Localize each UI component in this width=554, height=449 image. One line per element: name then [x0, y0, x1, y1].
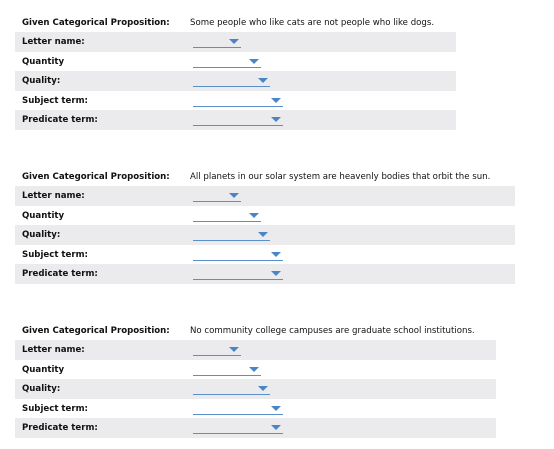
predicate-term-label: Predicate term:	[22, 423, 98, 433]
letter-name-dropdown[interactable]	[193, 188, 241, 202]
quantity-dropdown[interactable]	[193, 54, 261, 68]
chevron-down-icon	[249, 58, 259, 64]
predicate-term-label: Predicate term:	[22, 269, 98, 279]
quality-label: Quality:	[22, 76, 61, 86]
chevron-down-icon	[258, 386, 268, 391]
chevron-down-icon	[258, 232, 268, 237]
chevron-down-icon	[271, 271, 281, 276]
letter-name-label: Letter name:	[22, 345, 85, 355]
quality-dropdown[interactable]	[193, 381, 270, 395]
letter-name-row: Letter name:	[15, 32, 456, 52]
given-proposition-text: Some people who like cats are not people…	[190, 18, 435, 28]
letter-name-label: Letter name:	[22, 37, 85, 47]
given-proposition-row: Given Categorical Proposition: No commun…	[15, 321, 496, 340]
quality-row: Quality:	[15, 225, 515, 245]
quantity-label: Quantity	[22, 56, 65, 67]
subject-term-row: Subject term:	[15, 245, 515, 265]
chevron-down-icon	[271, 117, 281, 122]
given-proposition-text: All planets in our solar system are heav…	[190, 172, 491, 182]
quantity-row: Quantity	[15, 206, 515, 226]
quality-dropdown[interactable]	[193, 73, 270, 87]
chevron-down-icon	[249, 366, 259, 372]
subject-term-label: Subject term:	[22, 249, 88, 260]
given-proposition-row: Given Categorical Proposition: All plane…	[15, 167, 515, 186]
subject-term-row: Subject term:	[15, 91, 456, 111]
chevron-down-icon	[249, 212, 259, 218]
quantity-dropdown[interactable]	[193, 208, 261, 222]
letter-name-dropdown[interactable]	[193, 34, 241, 48]
quality-row: Quality:	[15, 71, 456, 91]
predicate-term-dropdown[interactable]	[193, 420, 283, 434]
given-proposition-label: Given Categorical Proposition:	[22, 172, 170, 182]
subject-term-label: Subject term:	[22, 95, 88, 106]
quality-dropdown[interactable]	[193, 227, 270, 241]
letter-name-dropdown[interactable]	[193, 342, 241, 356]
subject-term-dropdown[interactable]	[193, 93, 283, 107]
predicate-term-row: Predicate term:	[15, 110, 456, 130]
predicate-term-dropdown[interactable]	[193, 266, 283, 280]
predicate-term-row: Predicate term:	[15, 418, 496, 438]
proposition-block-1: Given Categorical Proposition: Some peop…	[15, 13, 456, 130]
given-proposition-label: Given Categorical Proposition:	[22, 18, 170, 28]
predicate-term-row: Predicate term:	[15, 264, 515, 284]
chevron-down-icon	[271, 425, 281, 430]
chevron-down-icon	[271, 97, 281, 103]
subject-term-label: Subject term:	[22, 403, 88, 414]
quality-label: Quality:	[22, 384, 61, 394]
quantity-row: Quantity	[15, 360, 496, 380]
predicate-term-label: Predicate term:	[22, 115, 98, 125]
subject-term-row: Subject term:	[15, 399, 496, 419]
given-proposition-label: Given Categorical Proposition:	[22, 326, 170, 336]
quantity-dropdown[interactable]	[193, 362, 261, 376]
chevron-down-icon	[271, 251, 281, 257]
quality-label: Quality:	[22, 230, 61, 240]
quality-row: Quality:	[15, 379, 496, 399]
letter-name-label: Letter name:	[22, 191, 85, 201]
chevron-down-icon	[229, 193, 239, 198]
proposition-block-2: Given Categorical Proposition: All plane…	[15, 167, 515, 284]
quantity-row: Quantity	[15, 52, 456, 72]
subject-term-dropdown[interactable]	[193, 247, 283, 261]
letter-name-row: Letter name:	[15, 340, 496, 360]
chevron-down-icon	[258, 78, 268, 83]
given-proposition-row: Given Categorical Proposition: Some peop…	[15, 13, 456, 32]
chevron-down-icon	[229, 347, 239, 352]
letter-name-row: Letter name:	[15, 186, 515, 206]
predicate-term-dropdown[interactable]	[193, 112, 283, 126]
quantity-label: Quantity	[22, 210, 65, 221]
subject-term-dropdown[interactable]	[193, 401, 283, 415]
given-proposition-text: No community college campuses are gradua…	[190, 326, 475, 336]
chevron-down-icon	[229, 39, 239, 44]
proposition-block-3: Given Categorical Proposition: No commun…	[15, 321, 496, 438]
quantity-label: Quantity	[22, 364, 65, 375]
chevron-down-icon	[271, 405, 281, 411]
